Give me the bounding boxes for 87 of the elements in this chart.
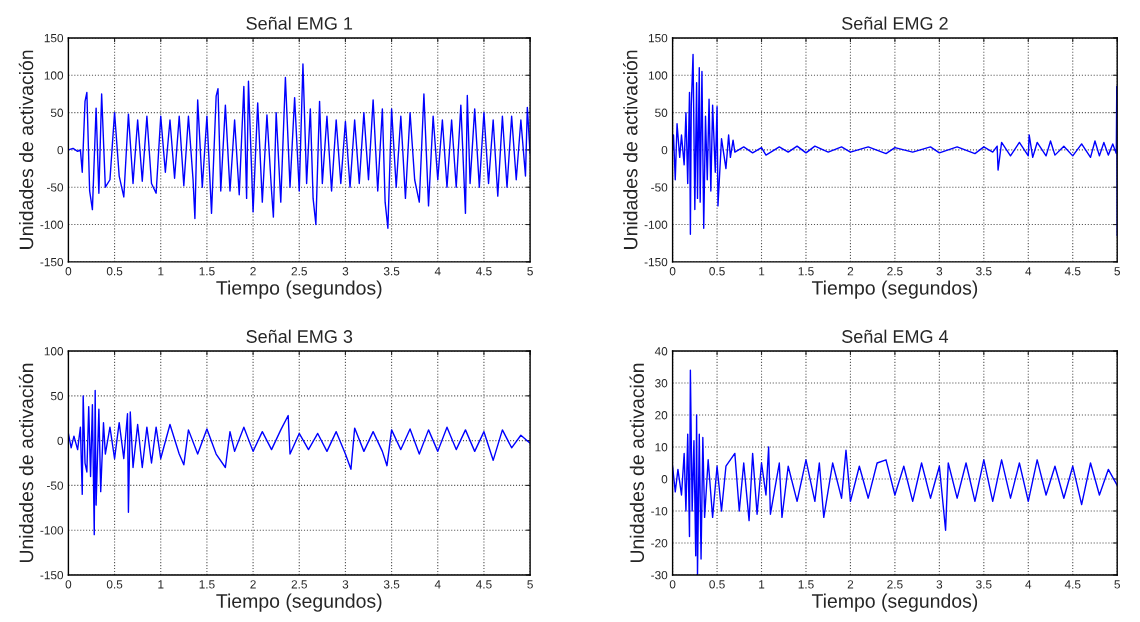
y-tick-label: 0 [57,145,64,155]
x-tick-label: 2 [847,580,854,589]
x-tick-label: 2.5 [887,267,903,276]
x-tick-label: 3.5 [976,580,992,589]
y-tick-label: -150 [40,571,64,580]
x-tick-label: 2.5 [291,580,307,589]
y-tick-label: -150 [644,257,668,267]
x-tick-label: 3 [342,580,349,589]
y-tick-label: 100 [44,71,64,80]
line-series [68,389,531,536]
chart-title: Señal EMG 2 [842,16,948,30]
y-tick-label: 40 [654,347,668,356]
x-tick-label: 4.5 [476,580,492,589]
chart-title: Señal EMG 4 [842,329,949,343]
x-tick-label: 3 [936,267,943,276]
x-tick-label: 1 [158,580,164,589]
x-tick-label: 5 [1114,267,1120,276]
x-axis-title: Tiempo (segundos) [216,280,382,299]
x-tick-label: 3 [936,580,943,589]
y-tick-label: 10 [655,443,668,452]
x-axis-title: Tiempo (segundos) [811,280,978,299]
y-tick-label: -10 [651,507,668,516]
x-tick-label: 2 [250,580,256,589]
x-axis-title: Tiempo (segundos) [216,593,382,612]
x-tick-label: 1 [759,580,765,589]
x-tick-label: 0 [669,580,676,589]
x-tick-label: 1.5 [199,267,215,276]
x-tick-label: 0.5 [709,580,725,589]
x-tick-label: 0 [65,267,72,276]
y-tick-label: 20 [655,411,668,420]
x-tick-label: 0.5 [106,267,123,276]
y-tick-label: 0 [57,436,64,446]
y-tick-label: 100 [648,71,668,80]
x-tick-label: 4 [434,580,441,589]
x-tick-label: 4.5 [1064,580,1081,589]
x-tick-label: 2 [250,267,256,276]
y-tick-label: 150 [648,33,668,43]
y-tick-label: -50 [47,183,64,192]
x-tick-label: 1 [759,267,765,276]
x-tick-label: 5 [527,580,533,589]
y-tick-label: -20 [651,539,668,548]
line-series [672,53,1118,237]
x-tick-label: 4 [1025,580,1032,589]
y-tick-label: 0 [661,475,668,484]
y-tick-label: 50 [50,108,64,117]
y-tick-label: -150 [40,257,64,267]
y-tick-label: 50 [50,391,64,401]
y-axis-title: Unidades de activación [18,363,34,563]
x-axis-title: Tiempo (segundos) [811,593,978,612]
x-tick-label: 5 [1114,580,1120,589]
x-tick-label: 1.5 [798,267,814,276]
x-tick-label: 0 [669,267,676,276]
x-tick-label: 4 [1025,267,1032,276]
y-tick-label: -100 [644,220,668,229]
chart-title: Señal EMG 1 [246,16,353,30]
x-tick-label: 0.5 [709,267,725,276]
line-series [68,63,531,229]
y-tick-label: -100 [40,220,64,229]
y-axis-title: Unidades de activación [629,363,645,563]
x-tick-label: 3.5 [383,267,400,276]
y-tick-label: -50 [651,183,668,192]
y-axis-title: Unidades de activación [18,50,34,249]
x-tick-label: 4 [434,267,441,276]
x-tick-label: 5 [527,267,533,276]
x-tick-label: 1.5 [798,580,814,589]
x-tick-label: 1 [158,267,164,276]
y-tick-label: -30 [651,571,668,580]
y-axis-title: Unidades de activación [622,50,638,249]
y-tick-label: 100 [44,347,64,356]
y-tick-label: 50 [655,108,668,117]
x-tick-label: 3.5 [383,580,400,589]
y-tick-label: 150 [44,33,64,43]
x-tick-label: 2.5 [291,267,307,276]
x-tick-label: 3.5 [976,267,992,276]
x-tick-label: 4.5 [476,267,492,276]
x-tick-label: 3 [342,267,349,276]
chart-title: Señal EMG 3 [246,329,353,343]
y-tick-label: 0 [661,145,668,155]
y-tick-label: 30 [655,379,668,388]
x-tick-label: 2.5 [887,580,903,589]
x-tick-label: 0.5 [106,580,123,589]
y-tick-label: -50 [47,481,64,490]
x-tick-label: 2 [847,267,854,276]
x-tick-label: 4.5 [1064,267,1081,276]
y-tick-label: -100 [40,526,64,535]
x-tick-label: 1.5 [199,580,215,589]
x-tick-label: 0 [65,580,72,589]
